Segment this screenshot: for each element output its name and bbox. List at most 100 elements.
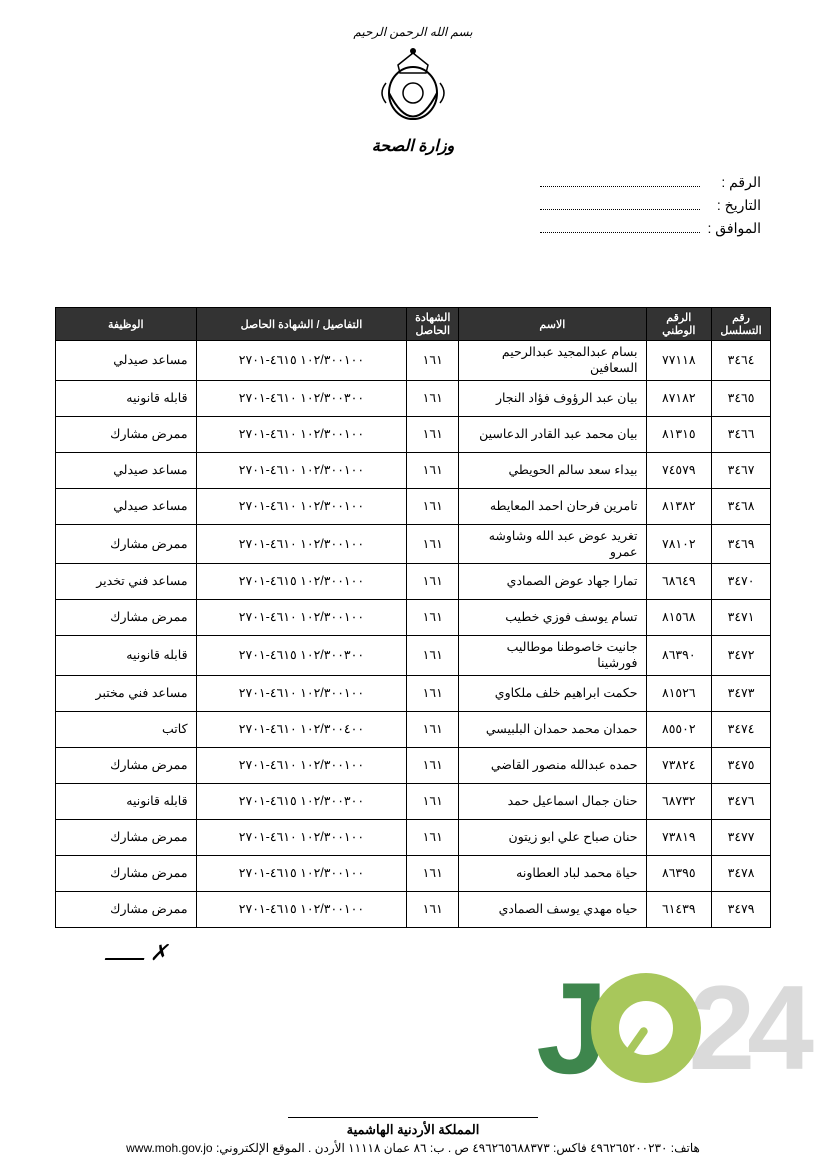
cell-certno: ١٠٢/٣٠٠٣٠٠ ٤٦١٥-٢٧٠١ bbox=[196, 636, 407, 676]
cell-name: تغريد عوض عبد الله وشاوشه عمرو bbox=[459, 524, 646, 564]
cell-cert: ١٦١ bbox=[407, 783, 459, 819]
cell-job: ممرض مشارك bbox=[56, 891, 197, 927]
cell-job: مساعد فني مختبر bbox=[56, 675, 197, 711]
cell-seq: ٣٤٧٤ bbox=[712, 711, 771, 747]
cell-name: تسام يوسف فوزي خطيب bbox=[459, 600, 646, 636]
cell-nat: ٧٧١١٨ bbox=[646, 341, 712, 381]
cell-nat: ٨١٣٨٢ bbox=[646, 488, 712, 524]
cell-certno: ١٠٢/٣٠٠١٠٠ ٤٦١٥-٢٧٠١ bbox=[196, 564, 407, 600]
table-row: ٣٤٦٤٧٧١١٨بسام عبدالمجيد عبدالرحيم السعاف… bbox=[56, 341, 771, 381]
table-row: ٣٤٧٨٨٦٣٩٥حياة محمد لباد العطاونه١٦١١٠٢/٣… bbox=[56, 855, 771, 891]
cell-seq: ٣٤٦٩ bbox=[712, 524, 771, 564]
cell-job: قابله قانونيه bbox=[56, 783, 197, 819]
cell-job: مساعد صيدلي bbox=[56, 341, 197, 381]
cell-certno: ١٠٢/٣٠٠١٠٠ ٤٦١٥-٢٧٠١ bbox=[196, 341, 407, 381]
cell-cert: ١٦١ bbox=[407, 452, 459, 488]
cell-seq: ٣٤٧٥ bbox=[712, 747, 771, 783]
col-certno: التفاصيل / الشهادة الحاصل bbox=[196, 308, 407, 341]
cell-certno: ١٠٢/٣٠٠٣٠٠ ٤٦١٥-٢٧٠١ bbox=[196, 783, 407, 819]
cell-seq: ٣٤٦٨ bbox=[712, 488, 771, 524]
cell-seq: ٣٤٧٢ bbox=[712, 636, 771, 676]
cell-nat: ٨١٥٦٨ bbox=[646, 600, 712, 636]
cell-seq: ٣٤٦٥ bbox=[712, 380, 771, 416]
cell-certno: ١٠٢/٣٠٠١٠٠ ٤٦١٠-٢٧٠١ bbox=[196, 747, 407, 783]
meta-date-label: التاريخ : bbox=[706, 197, 761, 214]
letterhead-header: بسم الله الرحمن الرحيم وزارة الصحة bbox=[55, 25, 771, 156]
watermark-24: 24 bbox=[689, 986, 806, 1070]
cell-job: ممرض مشارك bbox=[56, 600, 197, 636]
cell-seq: ٣٤٧١ bbox=[712, 600, 771, 636]
col-job: الوظيفة bbox=[56, 308, 197, 341]
cell-certno: ١٠٢/٣٠٠١٠٠ ٤٦١٠-٢٧٠١ bbox=[196, 524, 407, 564]
table-row: ٣٤٧٤٨٥٥٠٢حمدان محمد حمدان البلبيسي١٦١١٠٢… bbox=[56, 711, 771, 747]
meta-number-value bbox=[540, 175, 700, 187]
cell-seq: ٣٤٧٦ bbox=[712, 783, 771, 819]
cell-seq: ٣٤٧٠ bbox=[712, 564, 771, 600]
document-meta: الرقم : التاريخ : الموافق : bbox=[55, 174, 771, 237]
table-row: ٣٤٧٢٨٦٣٩٠جانيت خاصوطنا موطاليب فورشينا١٦… bbox=[56, 636, 771, 676]
cell-certno: ١٠٢/٣٠٠١٠٠ ٤٦١٠-٢٧٠١ bbox=[196, 600, 407, 636]
cell-nat: ٨٦٣٩٠ bbox=[646, 636, 712, 676]
meta-corresponding-value bbox=[540, 221, 700, 233]
cell-cert: ١٦١ bbox=[407, 711, 459, 747]
watermark-o-icon bbox=[591, 973, 701, 1083]
watermark-logo: J 24 bbox=[536, 973, 806, 1083]
cell-cert: ١٦١ bbox=[407, 747, 459, 783]
col-cert: الشهادة الحاصل bbox=[407, 308, 459, 341]
cell-job: ممرض مشارك bbox=[56, 416, 197, 452]
cell-nat: ٧٤٥٧٩ bbox=[646, 452, 712, 488]
cell-certno: ١٠٢/٣٠٠٤٠٠ ٤٦١٠-٢٧٠١ bbox=[196, 711, 407, 747]
cell-cert: ١٦١ bbox=[407, 636, 459, 676]
cell-seq: ٣٤٦٧ bbox=[712, 452, 771, 488]
cell-cert: ١٦١ bbox=[407, 564, 459, 600]
cell-job: ممرض مشارك bbox=[56, 819, 197, 855]
cell-cert: ١٦١ bbox=[407, 675, 459, 711]
cell-certno: ١٠٢/٣٠٠١٠٠ ٤٦١٠-٢٧٠١ bbox=[196, 819, 407, 855]
cell-seq: ٣٤٧٧ bbox=[712, 819, 771, 855]
cell-name: حمده عبدالله منصور القاضي bbox=[459, 747, 646, 783]
cell-certno: ١٠٢/٣٠٠١٠٠ ٤٦١٠-٢٧٠١ bbox=[196, 488, 407, 524]
cell-job: قابله قانونيه bbox=[56, 636, 197, 676]
cell-job: مساعد صيدلي bbox=[56, 452, 197, 488]
cell-cert: ١٦١ bbox=[407, 891, 459, 927]
table-row: ٣٤٧٣٨١٥٢٦حكمت ابراهيم خلف ملكاوي١٦١١٠٢/٣… bbox=[56, 675, 771, 711]
cell-job: كاتب bbox=[56, 711, 197, 747]
cell-job: قابله قانونيه bbox=[56, 380, 197, 416]
cell-nat: ٨١٣١٥ bbox=[646, 416, 712, 452]
cell-cert: ١٦١ bbox=[407, 600, 459, 636]
cell-seq: ٣٤٧٨ bbox=[712, 855, 771, 891]
table-header-row: رقم التسلسل الرقم الوطني الاسم الشهادة ا… bbox=[56, 308, 771, 341]
crest-icon bbox=[378, 45, 448, 128]
cell-job: ممرض مشارك bbox=[56, 524, 197, 564]
cell-cert: ١٦١ bbox=[407, 416, 459, 452]
cell-cert: ١٦١ bbox=[407, 380, 459, 416]
cell-name: تامرين فرحان احمد المعايطه bbox=[459, 488, 646, 524]
signature-mark: ✗ ــــــ bbox=[55, 928, 771, 966]
cell-name: بسام عبدالمجيد عبدالرحيم السعافين bbox=[459, 341, 646, 381]
cell-name: حنان صباح علي ابو زيتون bbox=[459, 819, 646, 855]
cell-name: جانيت خاصوطنا موطاليب فورشينا bbox=[459, 636, 646, 676]
cell-seq: ٣٤٧٩ bbox=[712, 891, 771, 927]
cell-name: حنان جمال اسماعيل حمد bbox=[459, 783, 646, 819]
cell-name: حياة محمد لباد العطاونه bbox=[459, 855, 646, 891]
footer-kingdom: المملكة الأردنية الهاشمية bbox=[288, 1117, 538, 1138]
cell-job: مساعد صيدلي bbox=[56, 488, 197, 524]
cell-name: بيان محمد عبد القادر الدعاسين bbox=[459, 416, 646, 452]
bismillah-text: بسم الله الرحمن الرحيم bbox=[55, 25, 771, 39]
cell-nat: ٨٥٥٠٢ bbox=[646, 711, 712, 747]
table-row: ٣٤٧٦٦٨٧٣٢حنان جمال اسماعيل حمد١٦١١٠٢/٣٠٠… bbox=[56, 783, 771, 819]
cell-cert: ١٦١ bbox=[407, 819, 459, 855]
cell-name: بيان عبد الرؤوف فؤاد النجار bbox=[459, 380, 646, 416]
cell-certno: ١٠٢/٣٠٠١٠٠ ٤٦١٥-٢٧٠١ bbox=[196, 855, 407, 891]
table-row: ٣٤٦٧٧٤٥٧٩بيداء سعد سالم الحويطي١٦١١٠٢/٣٠… bbox=[56, 452, 771, 488]
cell-seq: ٣٤٦٤ bbox=[712, 341, 771, 381]
table-row: ٣٤٦٥٨٧١٨٢بيان عبد الرؤوف فؤاد النجار١٦١١… bbox=[56, 380, 771, 416]
cell-nat: ٨٧١٨٢ bbox=[646, 380, 712, 416]
cell-name: بيداء سعد سالم الحويطي bbox=[459, 452, 646, 488]
cell-seq: ٣٤٧٣ bbox=[712, 675, 771, 711]
cell-nat: ٨٦٣٩٥ bbox=[646, 855, 712, 891]
cell-nat: ٨١٥٢٦ bbox=[646, 675, 712, 711]
table-row: ٣٤٧١٨١٥٦٨تسام يوسف فوزي خطيب١٦١١٠٢/٣٠٠١٠… bbox=[56, 600, 771, 636]
cell-name: حكمت ابراهيم خلف ملكاوي bbox=[459, 675, 646, 711]
cell-name: حياه مهدي يوسف الصمادي bbox=[459, 891, 646, 927]
